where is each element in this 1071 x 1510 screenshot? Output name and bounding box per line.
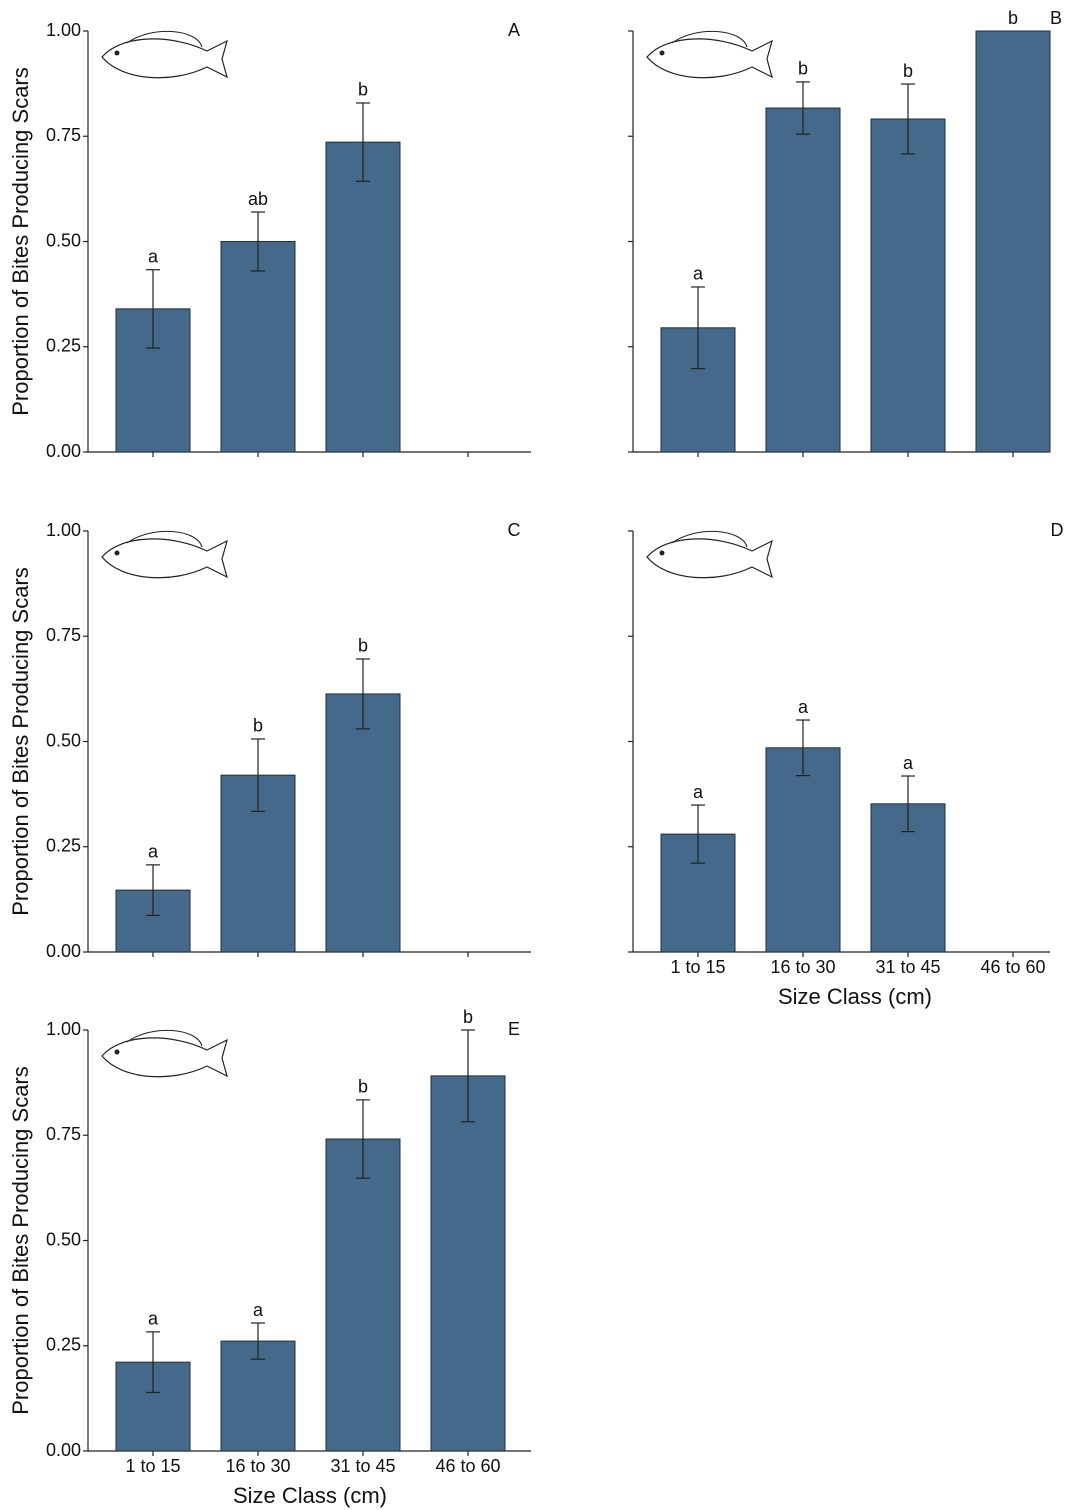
fish-eye xyxy=(115,1050,120,1055)
significance-letter: a xyxy=(903,753,914,773)
significance-letter: a xyxy=(148,246,159,266)
y-tick-label: 0.00 xyxy=(46,441,81,461)
significance-letter: b xyxy=(1008,8,1018,28)
x-tick-label: 46 to 60 xyxy=(980,957,1045,977)
fish-illustration xyxy=(102,1038,227,1077)
bar xyxy=(221,242,295,453)
y-tick-label: 0.75 xyxy=(46,125,81,145)
bar xyxy=(766,748,840,952)
panel-label: B xyxy=(1050,8,1062,28)
y-tick-label: 0.75 xyxy=(46,1124,81,1144)
y-tick-label: 0.00 xyxy=(46,941,81,961)
fish-eye xyxy=(115,51,120,56)
y-tick-label: 0.25 xyxy=(46,1335,81,1355)
x-tick-label: 1 to 15 xyxy=(125,1456,180,1476)
bar xyxy=(326,694,400,952)
fish-eye xyxy=(660,51,665,56)
y-axis-label: Proportion of Bites Producing Scars xyxy=(8,567,33,916)
significance-letter: a xyxy=(693,264,704,284)
significance-letter: a xyxy=(148,842,159,862)
bar xyxy=(431,1076,505,1451)
x-tick-label: 46 to 60 xyxy=(435,1456,500,1476)
x-tick-label: 16 to 30 xyxy=(770,957,835,977)
significance-letter: b xyxy=(358,636,368,656)
bar xyxy=(766,108,840,452)
fish-illustration xyxy=(102,39,227,78)
panel-label: D xyxy=(1051,520,1064,540)
significance-letter: a xyxy=(798,697,809,717)
y-axis-label: Proportion of Bites Producing Scars xyxy=(8,67,33,416)
x-axis-label: Size Class (cm) xyxy=(233,1483,387,1508)
y-tick-label: 0.50 xyxy=(46,730,81,750)
y-tick-label: 1.00 xyxy=(46,20,81,40)
y-tick-label: 0.50 xyxy=(46,1229,81,1249)
y-tick-label: 1.00 xyxy=(46,1019,81,1039)
x-tick-label: 31 to 45 xyxy=(330,1456,395,1476)
fish-eye xyxy=(115,551,120,556)
significance-letter: ab xyxy=(248,189,268,209)
fish-illustration xyxy=(647,39,772,78)
significance-letter: a xyxy=(148,1309,159,1329)
y-tick-label: 0.25 xyxy=(46,336,81,356)
x-tick-label: 31 to 45 xyxy=(875,957,940,977)
significance-letter: a xyxy=(253,1300,264,1320)
fish-illustration xyxy=(647,539,772,578)
bar xyxy=(326,142,400,452)
panel-label: A xyxy=(508,20,520,40)
significance-letter: a xyxy=(693,782,704,802)
figure: 0.00 0.25 0.50 0.75 1.00 Proportion of Bites … xyxy=(0,0,1071,1510)
panel-label: E xyxy=(508,1019,520,1039)
significance-letter: b xyxy=(463,1007,473,1027)
x-axis-label: Size Class (cm) xyxy=(778,984,932,1009)
y-axis-label: Proportion of Bites Producing Scars xyxy=(8,1066,33,1415)
bar xyxy=(326,1139,400,1451)
x-tick-label: 1 to 15 xyxy=(670,957,725,977)
bar xyxy=(871,119,945,452)
significance-letter: b xyxy=(358,1077,368,1097)
y-tick-label: 0.75 xyxy=(46,625,81,645)
fish-eye xyxy=(660,551,665,556)
y-tick-label: 1.00 xyxy=(46,520,81,540)
bar xyxy=(976,31,1050,452)
y-tick-label: 0.25 xyxy=(46,836,81,856)
significance-letter: b xyxy=(253,716,263,736)
fish-illustration xyxy=(102,539,227,578)
significance-letter: b xyxy=(903,61,913,81)
panel-label: C xyxy=(508,520,521,540)
significance-letter: b xyxy=(358,80,368,100)
significance-letter: b xyxy=(798,59,808,79)
y-tick-label: 0.50 xyxy=(46,230,81,250)
y-tick-label: 0.00 xyxy=(46,1440,81,1460)
x-tick-label: 16 to 30 xyxy=(225,1456,290,1476)
